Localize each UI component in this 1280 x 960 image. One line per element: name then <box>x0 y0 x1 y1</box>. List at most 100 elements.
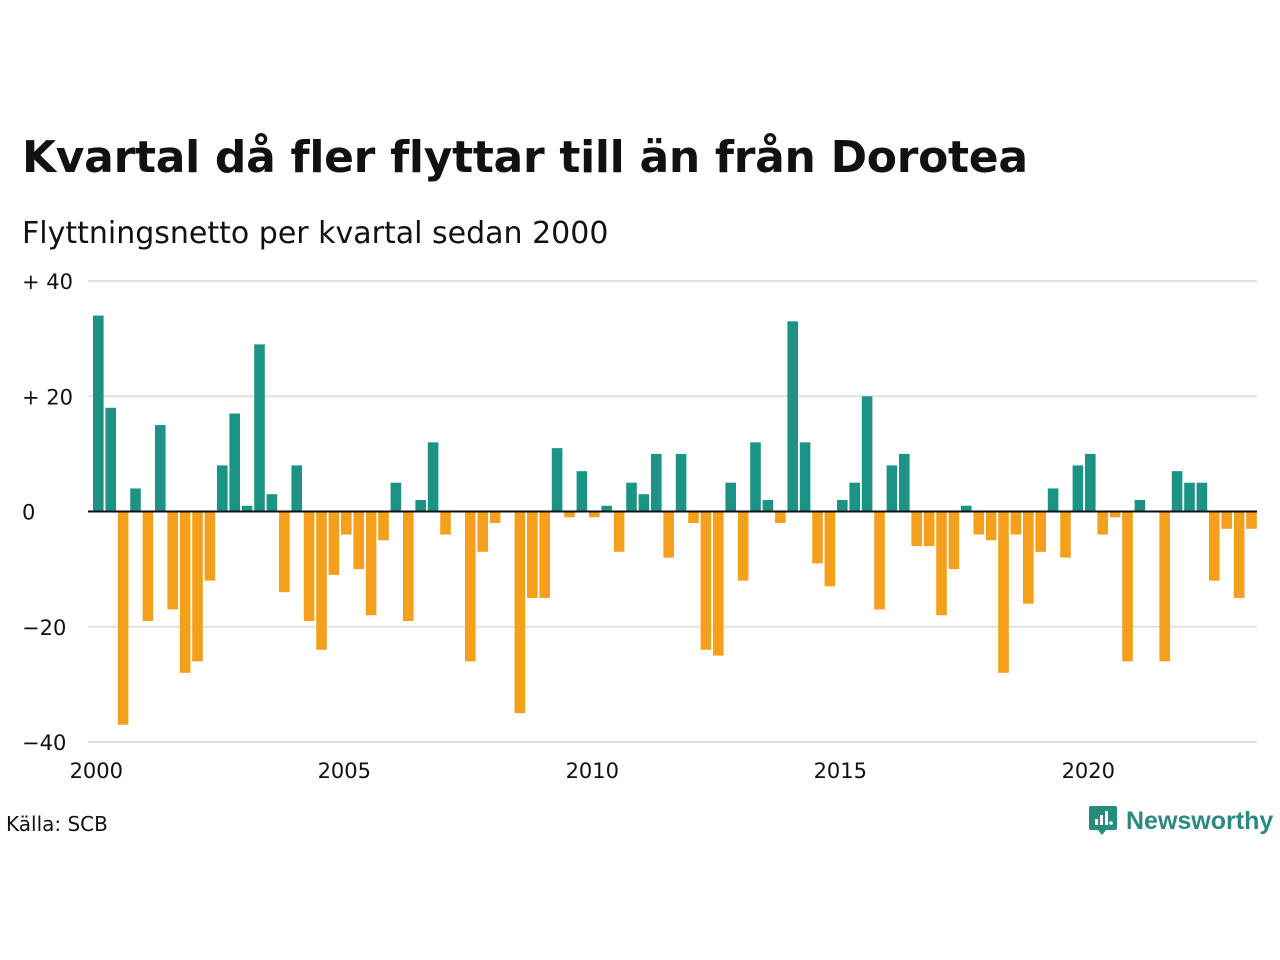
chart-title: Kvartal då fler flyttar till än från Dor… <box>22 132 1028 183</box>
bar-2022K3 <box>1209 511 1220 581</box>
bar-2010K1 <box>589 511 600 518</box>
bar-2011K2 <box>651 453 662 512</box>
bar-2019K4 <box>1072 465 1084 512</box>
bar-2019K3 <box>1060 511 1071 558</box>
bar-2010K4 <box>626 482 637 512</box>
x-tick-label: 2010 <box>566 759 619 783</box>
newsworthy-logo-icon <box>1089 806 1117 835</box>
bar-2008K1 <box>489 511 501 524</box>
bar-2006K4 <box>427 442 439 512</box>
bar-2015K4 <box>874 511 885 610</box>
bar-2005K3 <box>365 511 377 616</box>
bar-2014K2 <box>799 442 811 512</box>
bar-2004K1 <box>291 465 302 512</box>
y-axis-labels: + 40 + 20 0 −20 −40 <box>22 270 73 755</box>
bar-2020K2 <box>1097 511 1108 535</box>
bar-2003K2 <box>254 344 265 512</box>
bar-2014K1 <box>787 321 798 512</box>
bar-2020K4 <box>1122 511 1133 662</box>
chart-subtitle: Flyttningsnetto per kvartal sedan 2000 <box>22 216 609 251</box>
bar-2017K1 <box>936 511 947 616</box>
bar-2014K4 <box>824 511 836 587</box>
bar-2006K2 <box>403 511 414 621</box>
bar-2010K2 <box>601 505 612 512</box>
bar-2019K1 <box>1035 511 1046 552</box>
x-axis-labels: 2000 2005 2010 2015 2020 <box>70 759 1115 783</box>
bar-2005K1 <box>341 511 352 535</box>
bar-2006K1 <box>390 482 402 512</box>
x-tick-label: 2015 <box>814 759 867 783</box>
bar-2009K4 <box>576 471 588 512</box>
y-tick-label: + 40 <box>22 270 73 294</box>
y-tick-label: 0 <box>22 501 35 525</box>
bar-2016K4 <box>923 511 935 547</box>
bar-2008K4 <box>527 511 538 598</box>
bar-2002K3 <box>217 465 228 512</box>
bars <box>93 315 1257 725</box>
bar-2019K2 <box>1047 488 1059 512</box>
bar-2012K4 <box>725 482 736 512</box>
bar-2013K3 <box>762 499 774 512</box>
bar-2021K1 <box>1134 499 1146 512</box>
x-tick-label: 2020 <box>1062 759 1115 783</box>
source-note: Källa: SCB <box>6 812 108 836</box>
x-tick-label: 2005 <box>318 759 371 783</box>
bar-chart: + 40 + 20 0 −20 −40 2000 2005 2010 2015 2020 <box>22 270 1257 783</box>
bar-2009K3 <box>564 511 575 518</box>
bar-2007K1 <box>440 511 451 535</box>
bar-2000K3 <box>117 511 129 725</box>
bar-2004K2 <box>303 511 315 621</box>
bar-2009K1 <box>539 511 550 598</box>
bar-2018K4 <box>1023 511 1034 604</box>
bar-2006K3 <box>415 499 426 512</box>
bar-2016K1 <box>886 465 898 512</box>
bar-2004K4 <box>328 511 340 575</box>
bar-2022K2 <box>1196 482 1208 512</box>
bar-2007K3 <box>465 511 476 662</box>
bar-2018K2 <box>998 511 1009 673</box>
bar-2017K3 <box>961 505 972 512</box>
y-tick-label: −20 <box>22 616 66 640</box>
bar-2003K3 <box>266 494 278 512</box>
bar-2016K3 <box>911 511 922 547</box>
bar-2018K3 <box>1010 511 1022 535</box>
bar-2017K2 <box>948 511 960 570</box>
bar-2007K4 <box>477 511 488 552</box>
bar-2022K1 <box>1184 482 1195 512</box>
bar-2015K3 <box>861 396 873 512</box>
bar-2013K2 <box>750 442 761 512</box>
bar-2011K4 <box>675 453 687 512</box>
bar-2001K2 <box>155 425 166 512</box>
bar-2023K1 <box>1233 511 1245 598</box>
bar-2002K4 <box>229 413 240 512</box>
bar-2002K2 <box>204 511 216 581</box>
bar-2017K4 <box>973 511 984 535</box>
bar-2005K2 <box>353 511 364 570</box>
bar-2009K2 <box>551 448 563 512</box>
bar-2022K4 <box>1221 511 1232 529</box>
bar-2003K4 <box>279 511 290 593</box>
bar-2020K3 <box>1109 511 1121 518</box>
bar-2003K1 <box>241 505 253 512</box>
bar-2012K1 <box>688 511 699 524</box>
bar-2014K3 <box>812 511 823 564</box>
bar-2021K4 <box>1171 471 1183 512</box>
bar-2015K2 <box>849 482 860 512</box>
bar-2011K3 <box>663 511 674 558</box>
y-tick-label: + 20 <box>22 385 73 409</box>
bar-2021K3 <box>1159 511 1170 662</box>
y-tick-label: −40 <box>22 731 66 755</box>
bar-2004K3 <box>316 511 327 650</box>
bar-2013K4 <box>775 511 786 524</box>
bar-2013K1 <box>737 511 749 581</box>
bar-2012K2 <box>700 511 712 650</box>
bar-2005K4 <box>378 511 389 541</box>
bar-2016K2 <box>899 453 910 512</box>
bar-2010K3 <box>613 511 625 552</box>
grid-lines <box>88 280 1257 743</box>
brand-logo: Newsworthy <box>1088 804 1273 838</box>
bar-2018K1 <box>985 511 997 541</box>
bar-2001K3 <box>167 511 178 610</box>
bar-2023K2 <box>1246 511 1257 529</box>
bar-2001K4 <box>179 511 191 673</box>
